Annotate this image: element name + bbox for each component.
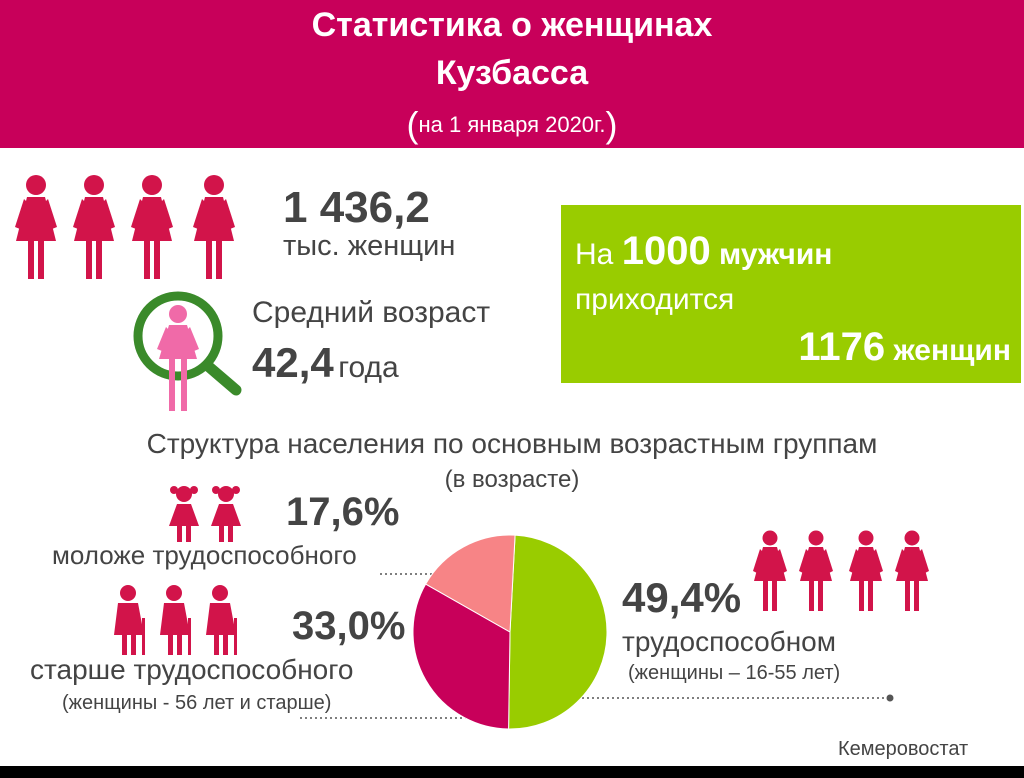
ratio-men-value: 1000 <box>621 229 711 273</box>
young-percent: 17,6% <box>286 490 400 534</box>
ratio-men-unit: мужчин <box>719 238 833 271</box>
pie-slice-younger <box>425 534 516 633</box>
age-structure-pie-chart <box>412 534 608 730</box>
ratio-women-unit: женщин <box>893 334 1011 367</box>
work-note: (женщины – 16-55 лет) <box>628 662 841 684</box>
subtitle-paren-open: ( <box>406 104 419 145</box>
pie-slice-working <box>508 534 608 730</box>
subtitle-date: на 1 января 2020г. <box>418 112 606 137</box>
bottom-bar <box>0 766 1024 778</box>
old-label: старше трудоспособного <box>30 654 354 685</box>
ratio-box: На 1000 мужчин приходится 1176 женщин <box>561 205 1021 383</box>
old-percent: 33,0% <box>292 604 406 648</box>
work-percent: 49,4% <box>622 574 742 621</box>
average-age-line: 42,4 года <box>252 339 399 387</box>
average-age-unit: года <box>338 351 399 384</box>
girl-icon <box>157 305 199 411</box>
population-value: 1 436,2 <box>283 183 430 232</box>
ratio-women-value: 1176 <box>798 325 886 369</box>
header-banner <box>0 0 1024 148</box>
source-label: Кемеровостат <box>838 738 969 760</box>
subtitle-block: (на 1 января 2020г.) <box>0 104 1024 146</box>
population-unit: тыс. женщин <box>283 230 456 262</box>
structure-subtitle: (в возрасте) <box>444 466 580 493</box>
ratio-line3: 1176 женщин <box>798 325 1011 370</box>
title-line1: Статистика о женщинах <box>311 6 713 44</box>
subtitle-paren-close: ) <box>605 104 618 145</box>
average-age-label: Средний возраст <box>252 296 491 329</box>
ratio-prefix: На <box>575 238 614 271</box>
old-note: (женщины - 56 лет и старше) <box>62 692 332 714</box>
work-label: трудоспособном <box>622 626 837 657</box>
ratio-line1: На 1000 мужчин <box>575 229 832 274</box>
pie-slice-older <box>412 583 511 730</box>
ratio-line2: приходится <box>575 283 735 316</box>
magnifier-icon <box>133 291 242 411</box>
young-label: моложе трудоспособного <box>52 540 357 570</box>
average-age-value: 42,4 <box>252 339 334 386</box>
structure-title: Структура населения по основным возрастн… <box>146 428 878 459</box>
title-line2: Кузбасса <box>435 54 589 92</box>
